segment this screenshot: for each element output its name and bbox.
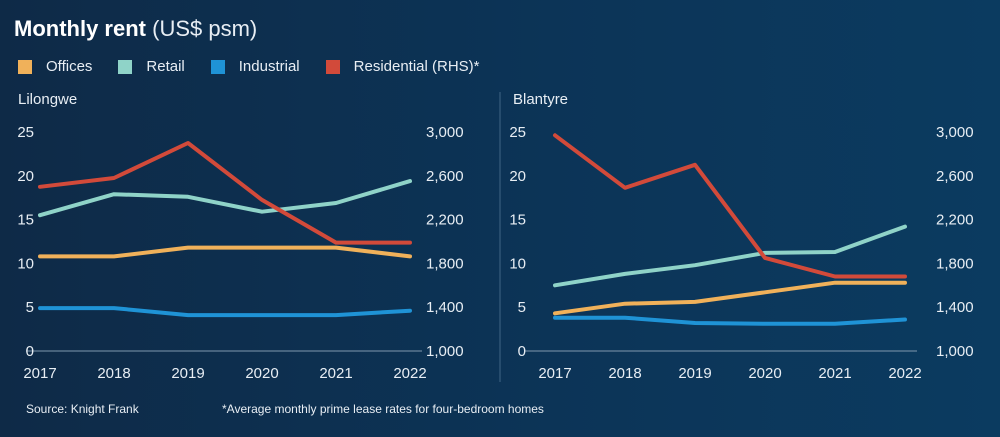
y-tick-label-left: 0 [26, 343, 34, 360]
legend-swatch-retail [118, 59, 133, 74]
chart-panel-blantyre: Blantyre 0 5 10 15 20 25 1,000 1,400 1,800 2,200 2,… [509, 91, 973, 382]
series-line-offices [553, 280, 907, 316]
panel-title: Blantyre [513, 91, 568, 108]
legend-swatch-residential [325, 59, 340, 74]
chart-title-unit: (US$ psm) [152, 16, 258, 41]
legend-label-retail: Retail [146, 58, 185, 75]
y-tick-label-left: 25 [509, 124, 526, 141]
y-tick-label-left: 25 [17, 124, 34, 141]
legend-item-offices: Offices [18, 58, 92, 75]
y-tick-label-right: 2,600 [426, 168, 464, 185]
y-tick-label-left: 0 [518, 343, 526, 360]
y-tick-label-left: 20 [17, 168, 34, 185]
y-tick-label-left: 20 [509, 168, 526, 185]
x-tick-label: 2017 [538, 365, 571, 382]
y-tick-label-left: 10 [17, 255, 34, 272]
legend-item-industrial: Industrial [210, 58, 300, 75]
y-tick-label-right: 1,000 [936, 343, 974, 360]
y-tick-label-left: 5 [518, 299, 526, 316]
series-line-industrial [38, 306, 412, 318]
x-tick-label: 2017 [23, 365, 56, 382]
y-tick-label-right: 3,000 [426, 124, 464, 141]
legend-label-industrial: Industrial [238, 58, 300, 75]
x-tick-label: 2020 [245, 365, 278, 382]
legend-swatch-offices [18, 59, 32, 74]
y-tick-label-right: 1,800 [936, 255, 974, 272]
y-tick-label-right: 2,200 [936, 212, 974, 229]
y-tick-label-right: 2,600 [936, 168, 974, 185]
legend: Offices Retail Industrial Residential (R… [18, 58, 506, 75]
x-tick-label: 2020 [748, 365, 781, 382]
x-tick-label: 2018 [608, 365, 641, 382]
x-tick-label: 2021 [319, 365, 352, 382]
footer-note: *Average monthly prime lease rates for f… [222, 402, 544, 416]
legend-swatch-industrial [210, 59, 225, 74]
chart-title-main: Monthly rent [14, 16, 146, 41]
x-tick-label: 2021 [818, 365, 851, 382]
series-line-industrial [553, 315, 907, 326]
series-line-offices [38, 245, 412, 259]
x-tick-label: 2019 [678, 365, 711, 382]
y-tick-label-left: 15 [509, 212, 526, 229]
y-tick-label-right: 3,000 [936, 124, 974, 141]
x-tick-label: 2022 [888, 365, 921, 382]
series-line-residential-rhs [38, 141, 412, 245]
series-line-residential-rhs [553, 133, 907, 279]
legend-label-offices: Offices [46, 58, 93, 75]
legend-label-residential: Residential (RHS)* [353, 58, 480, 75]
x-tick-label: 2018 [97, 365, 130, 382]
legend-item-residential: Residential (RHS)* [325, 58, 480, 75]
chart-title: Monthly rent (US$ psm) [14, 16, 257, 42]
series-line-retail [553, 224, 907, 288]
y-tick-label-right: 1,400 [936, 299, 974, 316]
y-tick-label-right: 2,200 [426, 212, 464, 229]
y-tick-label-left: 10 [509, 255, 526, 272]
y-tick-label-right: 1,400 [426, 299, 464, 316]
x-tick-label: 2022 [393, 365, 426, 382]
x-tick-label: 2019 [171, 365, 204, 382]
y-tick-label-right: 1,000 [426, 343, 464, 360]
y-tick-label-left: 5 [26, 299, 34, 316]
legend-item-retail: Retail [118, 58, 185, 75]
footer-source: Source: Knight Frank [26, 402, 139, 416]
y-tick-label-right: 1,800 [426, 255, 464, 272]
panel-title: Lilongwe [18, 91, 77, 108]
chart-panel-lilongwe: Lilongwe 0 5 10 15 20 25 1,000 1,400 1,800 2,200 2,… [17, 91, 463, 382]
y-tick-label-left: 15 [17, 212, 34, 229]
series-line-retail [38, 179, 412, 218]
